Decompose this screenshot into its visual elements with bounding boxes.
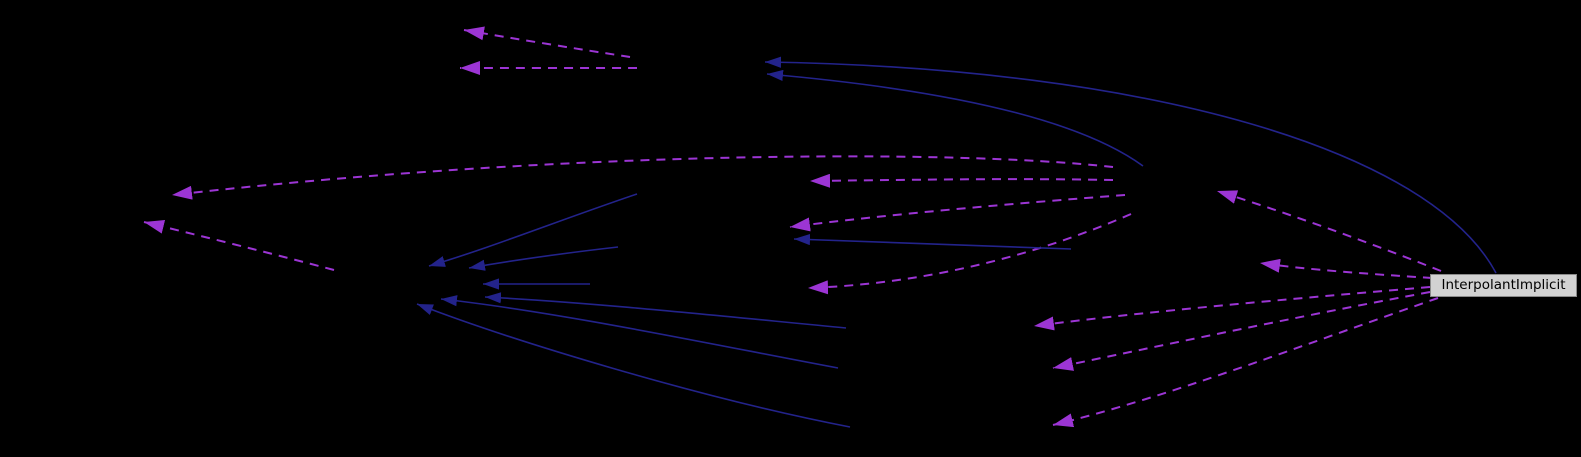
node-label: InterpolantImplicit xyxy=(1441,276,1566,293)
node-interpolantimplicit[interactable]: InterpolantImplicit xyxy=(1430,274,1577,297)
edge-solid-mid-horizontal xyxy=(793,233,1072,250)
edge-dashed-mid-middle xyxy=(789,194,1126,232)
edge-dashed-box-to-lower1 xyxy=(1033,286,1431,331)
edge-solid-cluster-2 xyxy=(468,246,619,271)
edge-solid-cluster-6 xyxy=(416,303,851,428)
edge-dashed-box-to-lower2 xyxy=(1052,291,1431,371)
edge-dashed-mid-upper xyxy=(809,173,1114,188)
edge-dashed-box-to-upperleft xyxy=(1216,190,1442,272)
edge-dashed-box-to-left xyxy=(1259,258,1433,279)
edge-solid-box-inheritance xyxy=(764,56,1497,274)
edge-dashed-topleft-upper xyxy=(463,26,631,58)
edge-dashed-mid-lower xyxy=(807,213,1132,295)
edge-dashed-left-lower xyxy=(143,219,335,271)
edge-solid-cluster-5 xyxy=(440,295,839,369)
edge-solid-cluster-1 xyxy=(428,193,638,267)
edge-solid-cluster-4 xyxy=(484,292,847,329)
edge-dashed-farleft-long xyxy=(171,155,1114,200)
edge-dashed-box-to-lower3 xyxy=(1052,297,1439,428)
edge-solid-right-inheritance xyxy=(766,69,1144,167)
